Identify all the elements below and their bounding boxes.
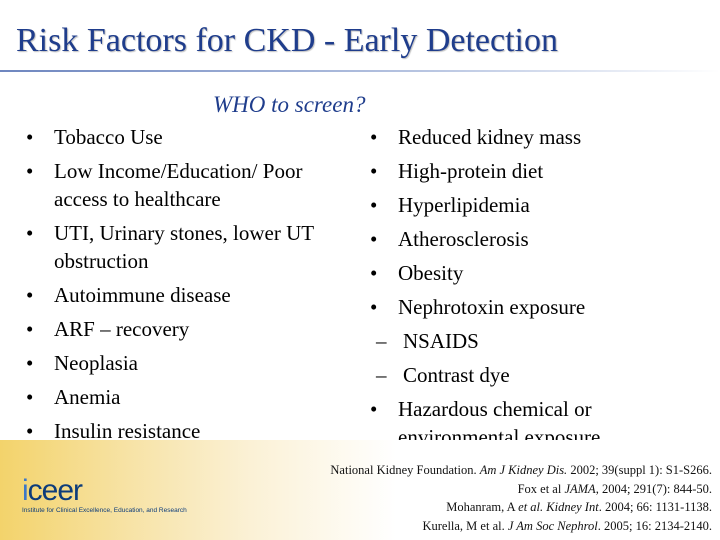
list-item-text: Reduced kidney mass [398,125,582,149]
slide-subtitle: WHO to screen? [213,92,366,117]
logo-wordmark: iceer [22,474,83,507]
list-item: • High-protein diet [370,157,640,185]
reference-fragment: 2002; 39(suppl 1): S1-S266. [567,463,712,477]
bullet-icon: • [370,261,378,285]
reference-fragment: , 2004; 291(7): 844-50. [595,481,712,496]
reference-fragment: Kurella, M et al. [422,518,508,533]
list-item: • ARF – recovery [26,315,346,343]
reference-fragment: . 2005; 16: 2134-2140. [597,518,712,533]
list-item-text: ARF – recovery [54,317,190,341]
list-item: • Obesity [370,259,640,287]
list-item: – Contrast dye [370,361,640,389]
left-risk-factor-list: • Tobacco Use • Low Income/Education/ Poor … [26,123,346,451]
logo-tagline: Institute for Clinical Excellence, Educa… [22,507,187,514]
reference-fragment: Am J Kidney Dis. [479,463,568,477]
bullet-icon: • [26,159,34,183]
list-item: • Low Income/Education/ Poor access to he… [26,157,346,213]
footer-band [0,440,720,540]
bullet-icon: • [26,419,34,443]
bullet-icon: • [26,317,34,341]
title-divider [0,70,720,72]
list-item: • Nephrotoxin exposure [370,293,640,321]
list-item-text: Insulin resistance [54,419,201,443]
slide-title: Risk Factors for CKD - Early Detection [16,22,558,59]
bullet-icon: • [26,351,34,375]
bullet-icon: • [26,221,34,245]
dash-bullet-icon: – [376,329,387,353]
list-item-text: UTI, Urinary stones, lower UT obstructio… [54,221,314,273]
list-item-text: Neoplasia [54,351,138,375]
list-item-text: Atherosclerosis [398,227,529,251]
list-item-text: Contrast dye [403,363,510,387]
list-item: • Atherosclerosis [370,225,640,253]
list-item-text: Obesity [398,261,464,285]
list-item: – NSAIDS [370,327,640,355]
list-item-text: High-protein diet [398,159,544,183]
list-item: • Reduced kidney mass [370,123,640,151]
reference-line: Kurella, M et al. J Am Soc Nephrol. 2005… [330,517,712,536]
list-item: • Hyperlipidemia [370,191,640,219]
dash-bullet-icon: – [376,363,387,387]
list-item: • UTI, Urinary stones, lower UT obstructi… [26,219,346,275]
reference-fragment: J Am Soc Nephrol [507,518,598,533]
reference-line: National Kidney Foundation. Am J Kidney … [330,461,712,480]
right-risk-factor-list: • Reduced kidney mass • High-protein diet • H… [370,123,640,457]
reference-line: Mohanram, A et al. Kidney Int. 2004; 66:… [330,498,712,517]
bullet-icon: • [370,159,378,183]
list-item: • Anemia [26,383,346,411]
reference-fragment: National Kidney Foundation. [330,463,480,477]
list-item-text: Hyperlipidemia [398,193,530,217]
list-item-text: Tobacco Use [54,125,163,149]
bullet-icon: • [370,125,378,149]
list-item-text: NSAIDS [403,329,479,353]
reference-line: Fox et al JAMA, 2004; 291(7): 844-50. [330,480,712,499]
references: National Kidney Foundation. Am J Kidney … [330,461,712,535]
list-item: • Autoimmune disease [26,281,346,309]
reference-fragment: et al. Kidney Int [518,500,599,514]
list-item-text: Anemia [54,385,121,409]
bullet-icon: • [26,283,34,307]
iceer-logo: iceer Institute for Clinical Excellence,… [22,474,187,515]
reference-fragment: Mohanram, A [446,500,519,514]
bullet-icon: • [370,227,378,251]
bullet-icon: • [26,125,34,149]
bullet-icon: • [26,385,34,409]
list-item: • Insulin resistance [26,417,346,445]
reference-fragment: JAMA [564,481,596,496]
list-item: • Neoplasia [26,349,346,377]
list-item-text: Low Income/Education/ Poor access to hea… [54,159,303,211]
bullet-icon: • [370,397,378,421]
reference-fragment: . 2004; 66: 1131-1138. [598,500,712,514]
reference-fragment: Fox et al [517,481,565,496]
list-item-text: Nephrotoxin exposure [398,295,586,319]
bullet-icon: • [370,193,378,217]
list-item: • Tobacco Use [26,123,346,151]
list-item-text: Autoimmune disease [54,283,231,307]
bullet-icon: • [370,295,378,319]
